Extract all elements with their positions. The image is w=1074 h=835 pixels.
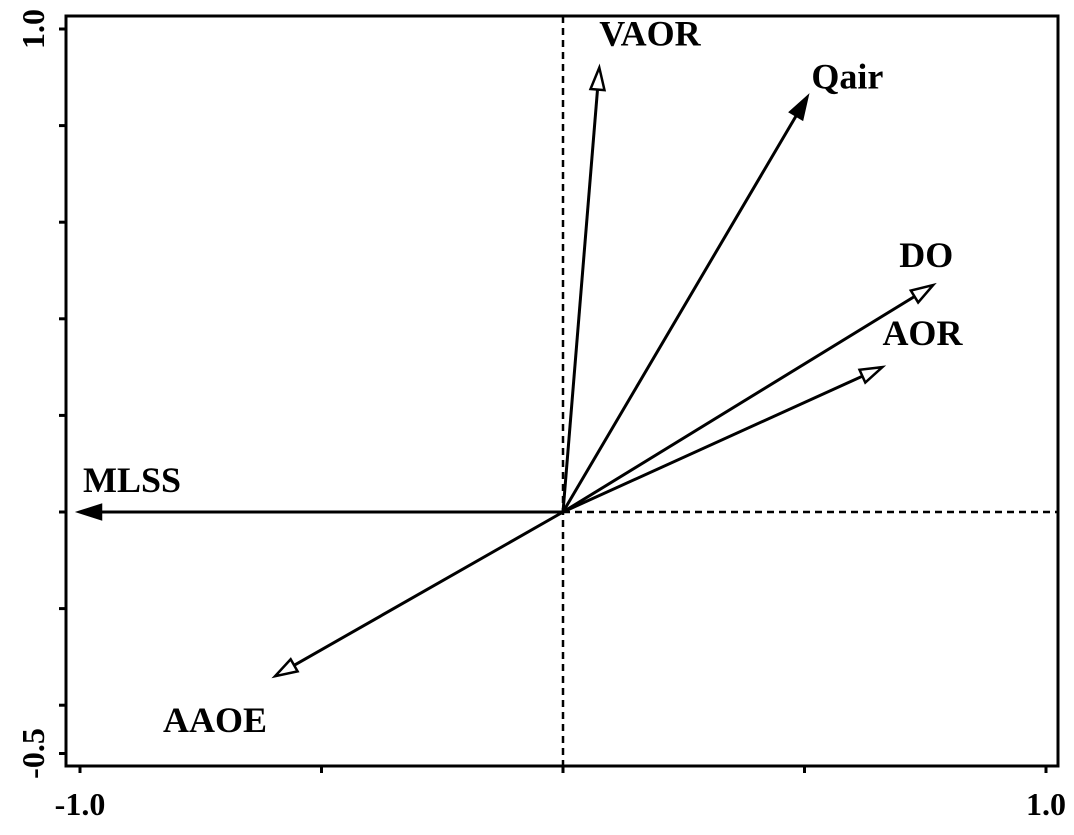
- arrowhead-qair: [788, 93, 810, 122]
- y-axis-ticks: [59, 27, 66, 755]
- arrowhead-do: [908, 282, 937, 305]
- vector-do: [562, 295, 916, 514]
- arrowhead-aor: [857, 365, 887, 385]
- label-aor: AOR: [882, 313, 963, 353]
- arrowhead-vaor: [588, 63, 607, 92]
- y-tick-label-0: 1.0: [15, 9, 51, 49]
- label-vaor: VAOR: [599, 14, 701, 54]
- label-mlss: MLSS: [83, 460, 181, 500]
- label-aaoe: AAOE: [163, 700, 267, 740]
- vector-aor: [562, 374, 864, 514]
- tick-labels: -1.0 1.0 1.0 -0.5: [15, 9, 1066, 822]
- y-tick-label-1: -0.5: [15, 728, 51, 779]
- vector-qair: [561, 114, 798, 513]
- vector-labels: VAOR Qair DO AOR MLSS AAOE: [83, 14, 963, 741]
- vector-aaoe: [293, 510, 564, 667]
- vector-layer: [74, 63, 937, 679]
- arrowhead-mlss: [74, 503, 103, 521]
- x-axis-ticks: [78, 766, 1048, 773]
- label-qair: Qair: [811, 57, 883, 97]
- x-tick-label-1: 1.0: [1026, 786, 1066, 822]
- vector-vaor: [561, 89, 600, 513]
- x-tick-label-0: -1.0: [55, 786, 106, 822]
- arrowhead-aaoe: [271, 657, 300, 679]
- label-do: DO: [899, 235, 953, 275]
